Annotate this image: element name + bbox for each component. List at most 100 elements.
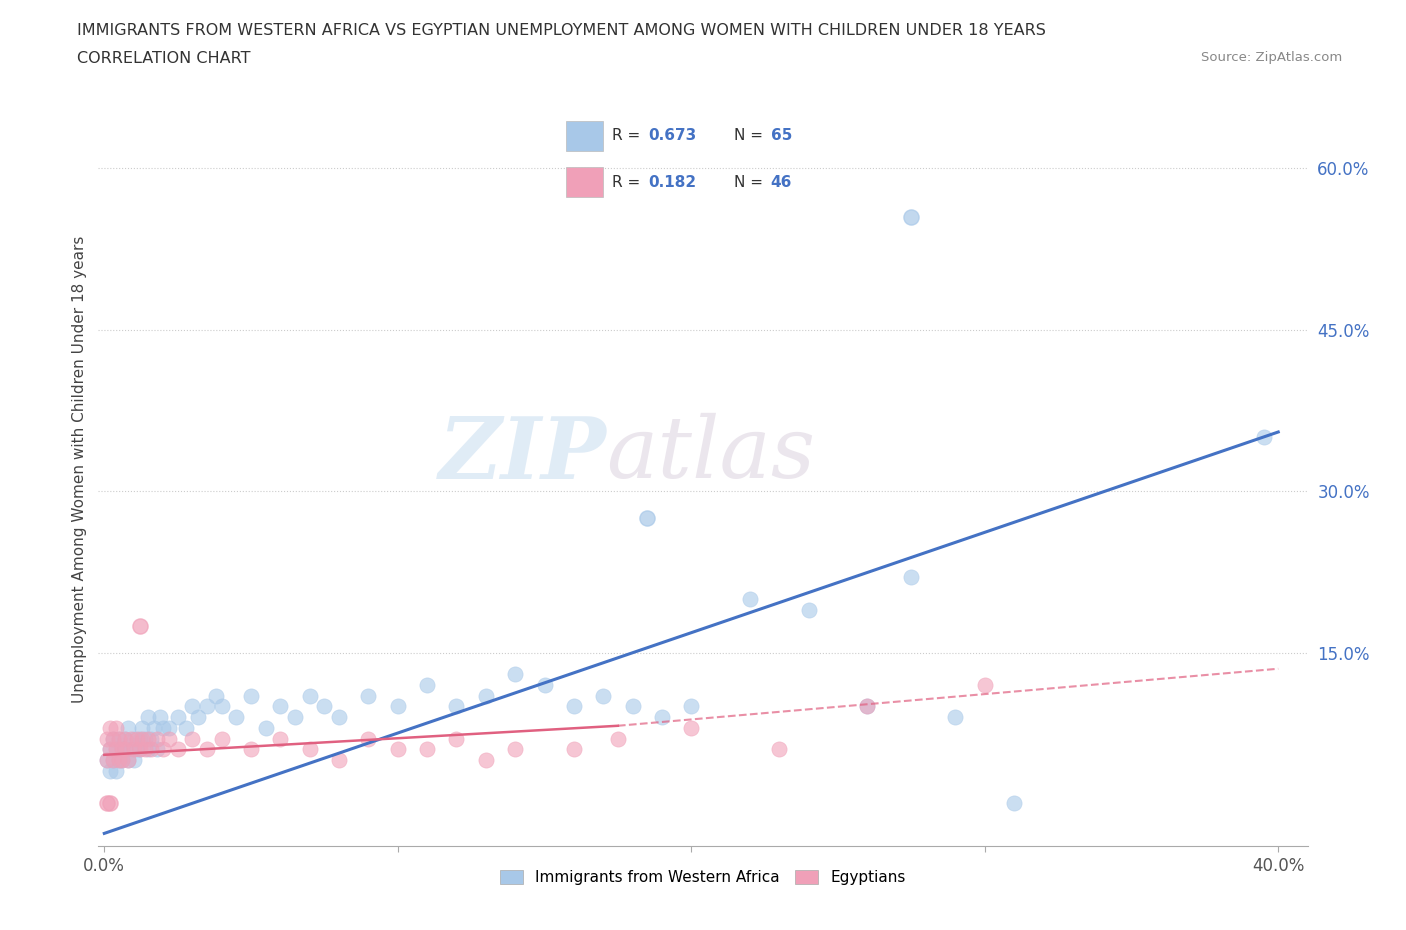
Point <box>328 710 350 724</box>
Point <box>143 721 166 736</box>
Text: R =: R = <box>612 175 645 190</box>
Point <box>117 752 139 767</box>
Point <box>592 688 614 703</box>
Point <box>681 721 703 736</box>
Point <box>111 752 134 767</box>
Point <box>131 731 153 746</box>
Point <box>105 721 128 736</box>
Point <box>973 677 995 692</box>
Point <box>128 742 150 757</box>
Point <box>111 742 134 757</box>
Point <box>195 742 218 757</box>
Point <box>134 731 156 746</box>
Point <box>98 742 121 757</box>
Point <box>108 752 131 767</box>
Point <box>562 699 585 714</box>
Point <box>945 710 967 724</box>
Point <box>98 764 121 778</box>
Point <box>225 710 247 724</box>
Point <box>120 742 142 757</box>
Point <box>114 742 136 757</box>
Point <box>105 742 128 757</box>
Point <box>105 764 128 778</box>
Text: ZIP: ZIP <box>439 413 606 497</box>
Point <box>101 752 124 767</box>
Point <box>681 699 703 714</box>
Point <box>606 731 628 746</box>
Point <box>357 688 380 703</box>
Point <box>128 618 150 633</box>
Point <box>128 742 150 757</box>
Point <box>157 731 180 746</box>
Point <box>503 667 526 682</box>
Bar <box>567 167 603 197</box>
Point <box>166 710 188 724</box>
Text: 0.182: 0.182 <box>648 175 697 190</box>
Point <box>98 721 121 736</box>
Point <box>157 721 180 736</box>
Point <box>187 710 209 724</box>
Point <box>475 688 498 703</box>
Point <box>357 731 380 746</box>
Point <box>122 742 145 757</box>
Point <box>651 710 673 724</box>
Point <box>475 752 498 767</box>
Point <box>181 731 204 746</box>
Point <box>900 570 922 585</box>
Point <box>446 731 468 746</box>
Point <box>768 742 790 757</box>
Text: CORRELATION CHART: CORRELATION CHART <box>77 51 250 66</box>
Point <box>114 731 136 746</box>
Point <box>797 602 820 617</box>
Point <box>533 677 555 692</box>
Bar <box>567 121 603 151</box>
Point <box>108 731 131 746</box>
Point <box>856 699 879 714</box>
Point <box>96 731 118 746</box>
Text: N =: N = <box>734 128 768 143</box>
Point <box>141 742 163 757</box>
Text: 0.673: 0.673 <box>648 128 697 143</box>
Point <box>98 796 121 811</box>
Point <box>738 591 761 606</box>
Point <box>621 699 644 714</box>
Point <box>128 731 150 746</box>
Legend: Immigrants from Western Africa, Egyptians: Immigrants from Western Africa, Egyptian… <box>494 864 912 891</box>
Point <box>254 721 277 736</box>
Point <box>117 752 139 767</box>
Point <box>136 731 159 746</box>
Point <box>211 731 233 746</box>
Point <box>117 721 139 736</box>
Point <box>125 731 148 746</box>
Point <box>387 742 409 757</box>
Point <box>134 742 156 757</box>
Point <box>146 742 169 757</box>
Point <box>108 752 131 767</box>
Text: atlas: atlas <box>606 413 815 496</box>
Point <box>562 742 585 757</box>
Text: 65: 65 <box>770 128 792 143</box>
Point <box>105 742 128 757</box>
Point <box>298 742 321 757</box>
Point <box>387 699 409 714</box>
Point <box>269 699 291 714</box>
Point <box>96 796 118 811</box>
Y-axis label: Unemployment Among Women with Children Under 18 years: Unemployment Among Women with Children U… <box>72 236 87 703</box>
Point <box>136 742 159 757</box>
Point <box>166 742 188 757</box>
Point <box>240 688 263 703</box>
Point <box>101 731 124 746</box>
Text: 46: 46 <box>770 175 792 190</box>
Point <box>284 710 307 724</box>
Point <box>240 742 263 757</box>
Point <box>146 731 169 746</box>
Text: Source: ZipAtlas.com: Source: ZipAtlas.com <box>1202 51 1343 64</box>
Text: N =: N = <box>734 175 768 190</box>
Point <box>152 721 174 736</box>
Point <box>314 699 336 714</box>
Text: R =: R = <box>612 128 645 143</box>
Point <box>1253 430 1275 445</box>
Point <box>328 752 350 767</box>
Point <box>120 731 142 746</box>
Point <box>269 731 291 746</box>
